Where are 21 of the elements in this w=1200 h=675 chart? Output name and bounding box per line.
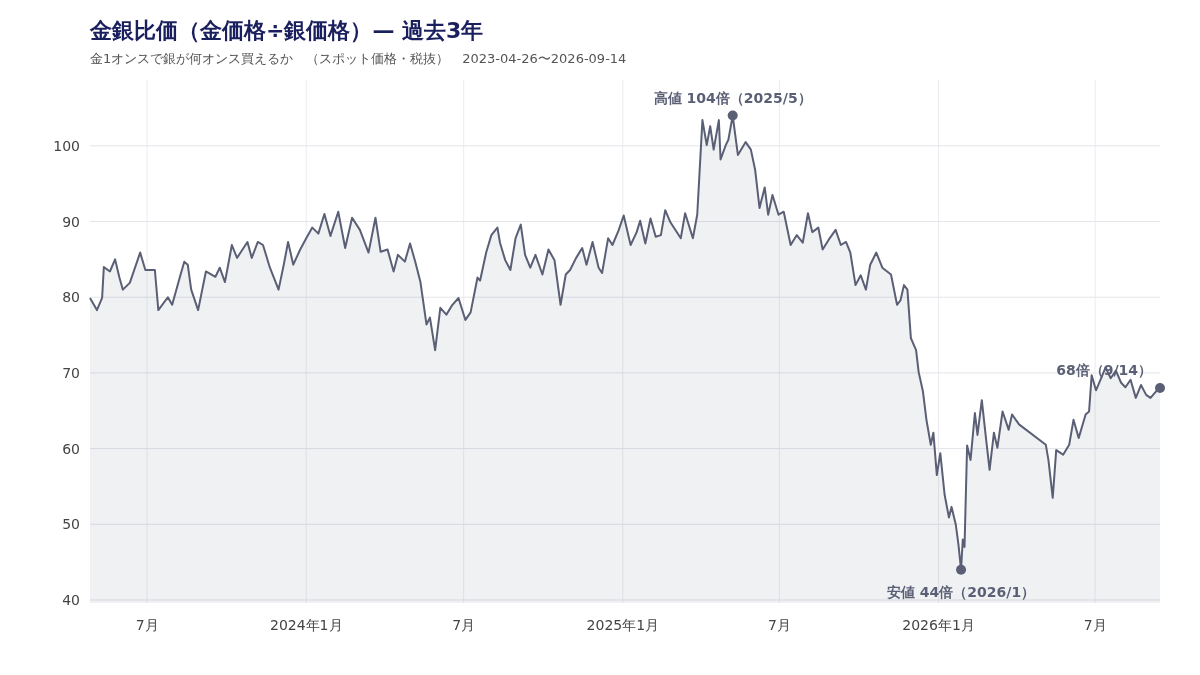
y-tick-label: 40: [62, 591, 80, 608]
chart-title: 金銀比価（金価格÷銀価格）— 過去3年: [89, 18, 484, 43]
x-tick-label: 7月: [767, 617, 791, 633]
x-tick-label: 7月: [452, 617, 476, 633]
y-tick-label: 100: [53, 137, 80, 154]
y-tick-label: 80: [62, 289, 80, 306]
point: [956, 564, 967, 575]
point: [727, 110, 738, 121]
x-tick-label: 2024年1月: [269, 617, 343, 633]
x-tick-label: 2025年1月: [586, 617, 660, 633]
annotation: 高値 104倍（2025/5）: [653, 89, 812, 106]
y-tick-label: 90: [62, 213, 80, 230]
x-tick-label: 2026年1月: [902, 617, 975, 633]
y-tick-label: 60: [62, 440, 80, 457]
y-tick-label: 70: [62, 364, 80, 381]
chart-subtitle: 金1オンスで銀が何オンス買えるか （スポット価格・税抜） 2023-04-26〜2026-09-14: [90, 51, 627, 66]
y-tick-label: 50: [62, 516, 80, 533]
annotation: 安値 44倍（2026/1）: [886, 583, 1036, 600]
x-tick-label: 7月: [1083, 617, 1107, 633]
point: [1155, 383, 1165, 394]
x-tick-label: 7月: [135, 617, 159, 633]
